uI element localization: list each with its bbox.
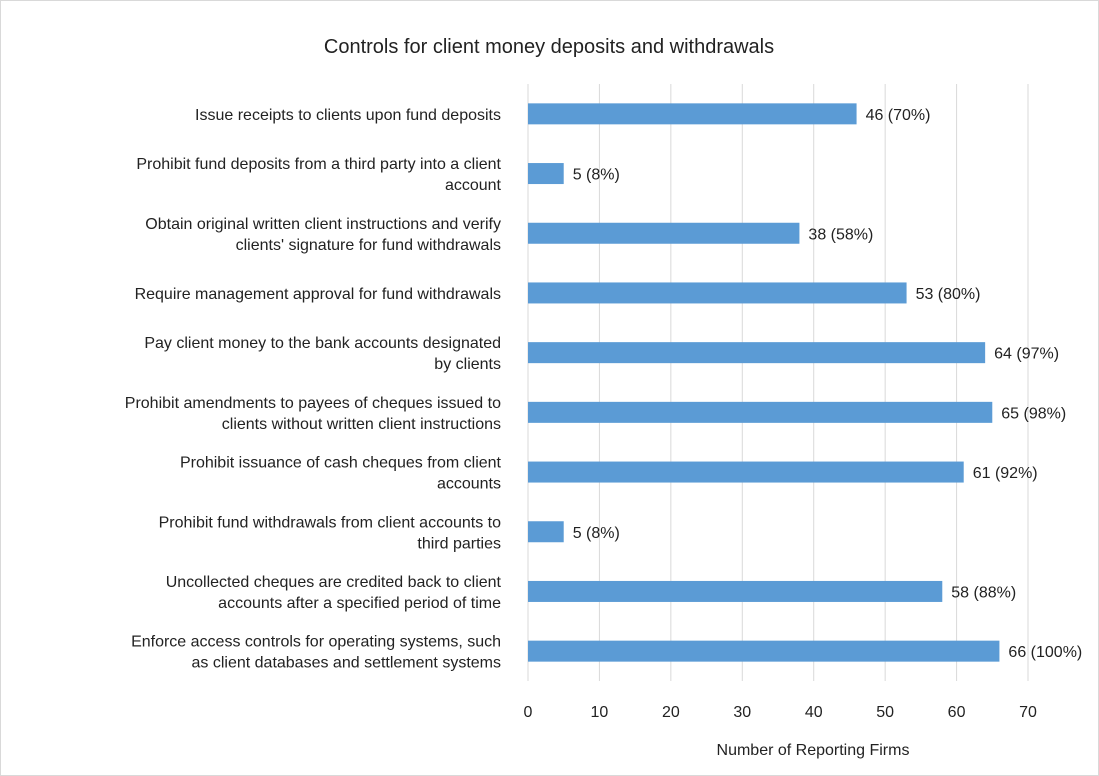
- x-tick-label: 40: [805, 704, 823, 721]
- category-label: account: [445, 177, 502, 194]
- category-label: Uncollected cheques are credited back to…: [166, 574, 502, 591]
- bars: [528, 103, 1000, 662]
- x-tick-label: 50: [876, 704, 894, 721]
- category-label: clients' signature for fund withdrawals: [236, 237, 501, 254]
- category-labels: Issue receipts to clients upon fund depo…: [125, 107, 502, 672]
- bar: [528, 282, 907, 304]
- x-tick-label: 60: [948, 704, 966, 721]
- data-labels: 46 (70%) 5 (8%) 38 (58%) 53 (80%) 64 (97%) 65…: [573, 107, 1083, 661]
- category-label: Require management approval for fund wit…: [135, 286, 501, 303]
- data-label: 46 (70%): [866, 107, 931, 124]
- category-label: as client databases and settlement syste…: [192, 655, 502, 672]
- category-label: clients without written client instructi…: [222, 416, 501, 433]
- bar: [528, 103, 857, 125]
- data-label: 38 (58%): [808, 226, 873, 243]
- bar: [528, 342, 986, 364]
- data-label: 61 (92%): [973, 465, 1038, 482]
- bar: [528, 521, 564, 543]
- bar: [528, 580, 943, 602]
- bar: [528, 222, 800, 244]
- data-label: 64 (97%): [994, 346, 1059, 363]
- category-label: Enforce access controls for operating sy…: [131, 634, 501, 651]
- category-label: Prohibit issuance of cash cheques from c…: [180, 455, 502, 472]
- category-label: accounts after a specified period of tim…: [218, 595, 501, 612]
- x-axis-label: Number of Reporting Firms: [717, 742, 910, 759]
- x-axis-ticks: 0 10 20 30 40 50 60 70: [524, 704, 1037, 721]
- data-label: 5 (8%): [573, 525, 620, 542]
- category-label: Pay client money to the bank accounts de…: [144, 335, 501, 352]
- x-tick-label: 0: [524, 704, 533, 721]
- x-tick-label: 20: [662, 704, 680, 721]
- category-label: by clients: [434, 356, 501, 373]
- x-tick-label: 10: [591, 704, 609, 721]
- x-tick-label: 70: [1019, 704, 1037, 721]
- gridlines: [527, 84, 1029, 681]
- category-label: Issue receipts to clients upon fund depo…: [195, 107, 501, 124]
- data-label: 65 (98%): [1001, 405, 1066, 422]
- category-label: Prohibit fund withdrawals from client ac…: [159, 514, 501, 531]
- data-label: 53 (80%): [916, 286, 981, 303]
- category-label: third parties: [417, 535, 501, 552]
- bar: [528, 163, 564, 185]
- data-label: 5 (8%): [573, 167, 620, 184]
- bar: [528, 401, 993, 423]
- category-label: Prohibit fund deposits from a third part…: [136, 156, 501, 173]
- data-label: 58 (88%): [951, 584, 1016, 601]
- category-label: Obtain original written client instructi…: [145, 216, 501, 233]
- chart-title: Controls for client money deposits and w…: [324, 36, 774, 58]
- x-tick-label: 30: [733, 704, 751, 721]
- bar: [528, 461, 964, 483]
- data-label: 66 (100%): [1008, 644, 1082, 661]
- category-label: accounts: [437, 476, 501, 493]
- bar: [528, 640, 1000, 662]
- category-label: Prohibit amendments to payees of cheques…: [125, 395, 501, 412]
